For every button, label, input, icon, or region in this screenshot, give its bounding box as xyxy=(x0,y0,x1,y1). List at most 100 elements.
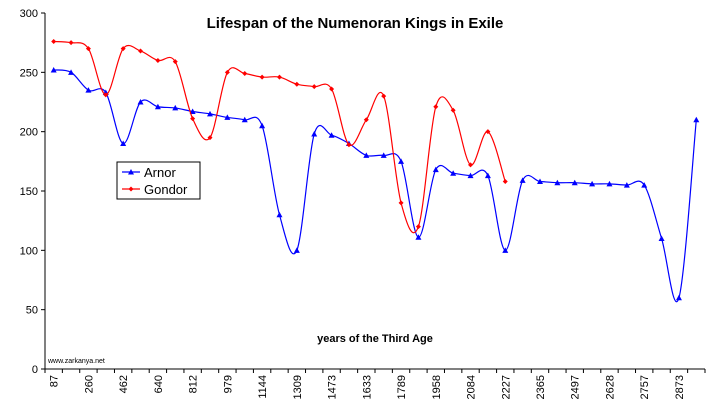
series-gondor-point xyxy=(433,104,439,110)
series-arnor-point xyxy=(120,140,127,147)
series-gondor-line xyxy=(53,40,506,234)
series-arnor-point xyxy=(589,180,596,187)
series-gondor-point xyxy=(346,142,352,148)
chart-title: Lifespan of the Numenoran Kings in Exile xyxy=(207,15,504,32)
x-tick-label: 1633 xyxy=(361,375,373,399)
series-gondor-point xyxy=(207,135,213,141)
series-arnor-point xyxy=(224,114,231,120)
series-gondor-point xyxy=(485,129,491,135)
series-arnor-point xyxy=(207,110,213,117)
series-gondor-point xyxy=(381,93,387,99)
series-arnor-point xyxy=(380,152,387,158)
series-arnor-point xyxy=(641,182,648,188)
series-arnor-point xyxy=(554,179,561,186)
series-arnor-point xyxy=(450,170,457,176)
series-arnor-point xyxy=(50,66,57,73)
y-tick-label: 300 xyxy=(20,8,38,20)
series-arnor-point xyxy=(502,247,509,253)
series-arnor-point xyxy=(537,178,543,185)
series-gondor-point xyxy=(398,200,404,206)
x-tick-label: 1958 xyxy=(431,375,443,399)
series-gondor-point xyxy=(172,59,178,65)
series-arnor-point xyxy=(675,294,682,301)
series-gondor-point xyxy=(363,117,369,123)
series-arnor-point xyxy=(519,177,526,183)
y-tick-label: 150 xyxy=(20,186,38,198)
credit-text: www.zarkanya.net xyxy=(47,358,105,365)
x-tick-label: 979 xyxy=(222,375,234,393)
x-tick-label: 2873 xyxy=(674,375,686,399)
y-tick-label: 0 xyxy=(32,364,38,376)
x-tick-label: 2497 xyxy=(570,375,582,399)
plot-area xyxy=(50,38,700,302)
series-arnor-point xyxy=(137,99,144,105)
series-arnor-point xyxy=(693,116,700,123)
series-arnor-point xyxy=(658,235,665,241)
x-tick-label: 2227 xyxy=(500,375,512,399)
series-gondor-point xyxy=(242,71,248,77)
x-tick-label: 462 xyxy=(118,375,130,393)
x-tick-label: 1473 xyxy=(327,375,339,399)
series-arnor-point xyxy=(85,87,92,93)
x-tick-label: 812 xyxy=(188,375,200,393)
legend-box xyxy=(116,161,201,200)
series-arnor-point xyxy=(467,172,474,179)
series-gondor-point xyxy=(415,224,421,230)
series-gondor-point xyxy=(329,86,335,92)
series-arnor-point xyxy=(484,172,491,179)
series-gondor-point xyxy=(155,57,161,63)
x-axis-label: years of the Third Age xyxy=(317,333,433,345)
x-tick-label: 1309 xyxy=(292,375,304,399)
series-arnor-point xyxy=(571,179,578,186)
series-arnor-point xyxy=(415,234,422,240)
series-gondor-point xyxy=(502,179,508,185)
series-gondor-point xyxy=(85,46,91,52)
series-arnor-point xyxy=(432,166,439,173)
x-axis: 87 260 462 640 812 979 1144 1309 1473 1633 1789 195… xyxy=(44,368,706,399)
x-tick-label: 1789 xyxy=(396,375,408,399)
y-axis: 0 50 100 150 200 250 300 xyxy=(20,8,46,376)
series-gondor-point xyxy=(51,38,57,44)
series-arnor-point xyxy=(241,116,248,123)
x-tick-label: 640 xyxy=(153,375,165,393)
series-gondor-point xyxy=(450,107,456,113)
legend: Arnor Gondor xyxy=(116,161,201,200)
x-tick-label: 1144 xyxy=(257,375,269,399)
series-arnor-point xyxy=(276,211,283,218)
series-arnor-point xyxy=(68,69,75,75)
x-tick-label: 2365 xyxy=(535,375,547,399)
series-gondor-point xyxy=(468,162,474,168)
series-arnor-point xyxy=(259,122,266,129)
series-arnor-point xyxy=(154,103,161,110)
x-tick-label: 87 xyxy=(49,375,61,387)
series-gondor-point xyxy=(259,74,265,80)
series-gondor-point xyxy=(276,74,282,80)
legend-arnor-label: Arnor xyxy=(144,165,176,180)
y-tick-label: 100 xyxy=(20,245,38,257)
series-arnor-point xyxy=(328,132,335,138)
series-gondor-point xyxy=(120,46,126,52)
series-gondor-point xyxy=(294,81,300,87)
series-gondor-point xyxy=(190,116,196,122)
series-gondor-point xyxy=(68,40,74,46)
series-arnor-point xyxy=(172,104,179,111)
x-tick-label: 260 xyxy=(83,375,95,393)
x-tick-label: 2757 xyxy=(639,375,651,399)
series-gondor-point xyxy=(138,48,144,54)
series-arnor-point xyxy=(398,158,405,164)
series-gondor-point xyxy=(224,69,230,75)
series-gondor-point xyxy=(103,92,109,98)
y-tick-label: 200 xyxy=(20,127,38,139)
legend-gondor-label: Gondor xyxy=(144,182,188,197)
x-tick-label: 2628 xyxy=(604,375,616,399)
y-tick-label: 50 xyxy=(26,305,38,317)
series-arnor-point xyxy=(606,180,613,187)
series-arnor-point xyxy=(189,108,196,114)
series-arnor-point xyxy=(293,247,300,253)
series-arnor-point xyxy=(311,131,318,137)
legend-arnor-marker xyxy=(128,169,134,175)
y-tick-label: 250 xyxy=(20,67,38,79)
series-arnor-point xyxy=(623,182,630,188)
